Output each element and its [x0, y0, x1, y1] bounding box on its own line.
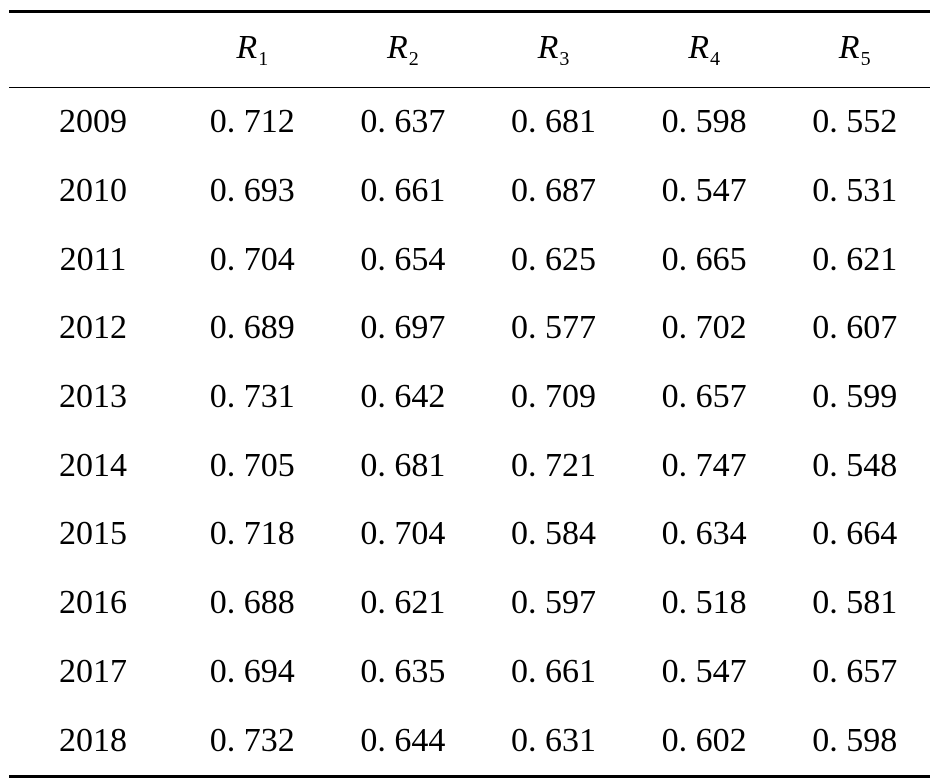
value-cell: 0. 552 [812, 103, 898, 141]
value-cell: 0. 718 [209, 515, 295, 553]
value-cell: 0. 688 [209, 584, 295, 622]
year-cell: 2017 [59, 652, 127, 690]
value-cell: 0. 634 [661, 515, 747, 553]
year-cell: 2010 [59, 172, 127, 210]
value-cell: 0. 702 [661, 309, 747, 347]
value-cell: 0. 665 [661, 240, 747, 278]
table-row: 2012 0. 689 0. 697 0. 577 0. 702 0. 607 [9, 294, 930, 363]
value-cell: 0. 721 [510, 446, 596, 484]
header-cell-r4: R4 [688, 29, 720, 70]
value-cell: 0. 607 [812, 309, 898, 347]
table-row: 2017 0. 694 0. 635 0. 661 0. 547 0. 657 [9, 638, 930, 707]
value-cell: 0. 687 [510, 172, 596, 210]
value-cell: 0. 704 [209, 240, 295, 278]
value-cell: 0. 577 [510, 309, 596, 347]
header-row: R1 R2 R3 R4 R5 [9, 11, 930, 88]
year-cell: 2015 [59, 515, 127, 553]
value-cell: 0. 681 [510, 103, 596, 141]
year-cell: 2012 [59, 309, 127, 347]
value-cell: 0. 731 [209, 378, 295, 416]
value-cell: 0. 709 [510, 378, 596, 416]
value-cell: 0. 661 [360, 172, 446, 210]
table-row: 2018 0. 732 0. 644 0. 631 0. 602 0. 598 [9, 706, 930, 777]
value-cell: 0. 602 [661, 721, 747, 759]
value-cell: 0. 642 [360, 378, 446, 416]
value-cell: 0. 747 [661, 446, 747, 484]
year-cell: 2018 [59, 721, 127, 759]
value-cell: 0. 681 [360, 446, 446, 484]
value-cell: 0. 518 [661, 584, 747, 622]
value-cell: 0. 693 [209, 172, 295, 210]
header-cell-r1: R1 [236, 29, 269, 70]
value-cell: 0. 621 [812, 240, 898, 278]
table-row: 2010 0. 693 0. 661 0. 687 0. 547 0. 531 [9, 157, 930, 226]
header-cell-year [9, 12, 177, 88]
value-cell: 0. 548 [812, 446, 898, 484]
value-cell: 0. 599 [812, 378, 898, 416]
year-cell: 2016 [59, 584, 127, 622]
year-cell: 2013 [59, 378, 127, 416]
data-table: R1 R2 R3 R4 R5 2009 0. 712 0. 637 0. 681… [9, 10, 930, 778]
value-cell: 0. 694 [209, 652, 295, 690]
table-row: 2016 0. 688 0. 621 0. 597 0. 518 0. 581 [9, 569, 930, 638]
value-cell: 0. 644 [360, 721, 446, 759]
year-cell: 2009 [59, 103, 127, 141]
value-cell: 0. 654 [360, 240, 446, 278]
value-cell: 0. 697 [360, 309, 446, 347]
value-cell: 0. 637 [360, 103, 446, 141]
value-cell: 0. 657 [661, 378, 747, 416]
value-cell: 0. 598 [661, 103, 747, 141]
year-cell: 2014 [59, 446, 127, 484]
table-row: 2011 0. 704 0. 654 0. 625 0. 665 0. 621 [9, 225, 930, 294]
value-cell: 0. 661 [510, 652, 596, 690]
value-cell: 0. 635 [360, 652, 446, 690]
table-row: 2013 0. 731 0. 642 0. 709 0. 657 0. 599 [9, 363, 930, 432]
value-cell: 0. 712 [209, 103, 295, 141]
table-row: 2009 0. 712 0. 637 0. 681 0. 598 0. 552 [9, 88, 930, 157]
value-cell: 0. 597 [510, 584, 596, 622]
value-cell: 0. 704 [360, 515, 446, 553]
value-cell: 0. 581 [812, 584, 898, 622]
value-cell: 0. 584 [510, 515, 596, 553]
header-cell-r5: R5 [838, 29, 871, 70]
value-cell: 0. 732 [209, 721, 295, 759]
table-row: 2015 0. 718 0. 704 0. 584 0. 634 0. 664 [9, 500, 930, 569]
value-cell: 0. 657 [812, 652, 898, 690]
value-cell: 0. 531 [812, 172, 898, 210]
value-cell: 0. 625 [510, 240, 596, 278]
value-cell: 0. 689 [209, 309, 295, 347]
table-row: 2014 0. 705 0. 681 0. 721 0. 747 0. 548 [9, 431, 930, 500]
value-cell: 0. 547 [661, 652, 747, 690]
value-cell: 0. 621 [360, 584, 446, 622]
value-cell: 0. 631 [510, 721, 596, 759]
header-cell-r2: R2 [387, 29, 419, 70]
data-table-container: R1 R2 R3 R4 R5 2009 0. 712 0. 637 0. 681… [9, 10, 930, 778]
value-cell: 0. 664 [812, 515, 898, 553]
value-cell: 0. 705 [209, 446, 295, 484]
value-cell: 0. 547 [661, 172, 747, 210]
header-cell-r3: R3 [537, 29, 570, 70]
value-cell: 0. 598 [812, 721, 898, 759]
year-cell: 2011 [59, 240, 127, 278]
